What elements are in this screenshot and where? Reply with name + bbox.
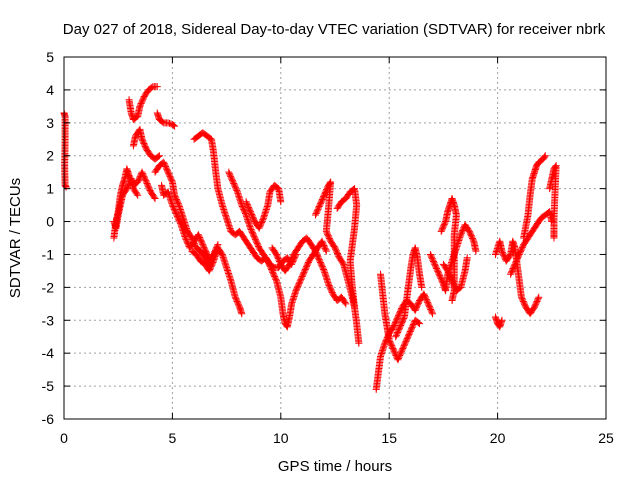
data-point — [541, 152, 549, 160]
data-point — [342, 300, 350, 308]
data-point — [151, 195, 159, 203]
y-tick-label: 1 — [46, 181, 54, 197]
y-tick-label: 5 — [46, 49, 54, 65]
series-t16 — [377, 270, 424, 364]
series-t9 — [188, 244, 246, 318]
data-point — [414, 319, 422, 327]
y-tick-label: -2 — [42, 279, 55, 295]
data-point — [355, 339, 363, 347]
series-t11 — [242, 181, 285, 232]
series-t25 — [546, 162, 560, 242]
data-point — [164, 119, 172, 127]
data-point — [272, 275, 280, 283]
data-point — [176, 219, 184, 227]
ticks-layer: 0 5 10 15 20 25 -6 -5 -4 -3 -2 -1 0 1 2 3 4 5 — [42, 49, 614, 446]
x-tick-label: 0 — [60, 430, 68, 446]
series-t19 — [437, 195, 460, 305]
data-point — [341, 299, 349, 307]
data-point — [155, 152, 163, 160]
plot-border — [63, 56, 607, 420]
data-point — [277, 198, 285, 206]
data-point — [171, 122, 179, 130]
series-t14 — [333, 185, 363, 347]
series-t7 — [158, 181, 220, 265]
y-tick-label: -4 — [42, 345, 55, 361]
y-tick-label: 2 — [46, 148, 54, 164]
x-axis-title: GPS time / hours — [278, 458, 392, 475]
points-layer — [60, 83, 560, 393]
data-point — [154, 153, 162, 161]
y-tick-label: 0 — [46, 214, 54, 230]
series-t24 — [520, 152, 549, 242]
series-t4 — [129, 125, 163, 163]
series-t23 — [507, 208, 556, 278]
chart-title: Day 027 of 2018, Sidereal Day-to-day VTE… — [63, 21, 606, 38]
y-tick-label: -5 — [42, 378, 55, 394]
data-point — [322, 247, 330, 255]
data-point — [322, 246, 330, 254]
y-tick-label: -3 — [42, 312, 55, 328]
x-tick-label: 15 — [381, 430, 397, 446]
data-point — [61, 181, 69, 189]
data-point — [429, 310, 437, 318]
series-t20 — [439, 254, 471, 295]
y-tick-label: 3 — [46, 115, 54, 131]
data-point — [166, 119, 174, 127]
series-t21 — [491, 313, 506, 331]
data-point — [498, 316, 506, 324]
x-tick-label: 20 — [490, 430, 506, 446]
data-point — [472, 247, 480, 255]
data-point — [238, 310, 246, 318]
series-t3 — [125, 83, 161, 124]
data-point — [150, 193, 158, 201]
data-point — [169, 121, 177, 129]
series-t5 — [153, 109, 179, 130]
data-point — [209, 258, 217, 266]
data-point — [133, 190, 141, 198]
series-t12 — [268, 234, 350, 308]
y-tick-label: -1 — [42, 246, 55, 262]
data-point — [463, 254, 471, 262]
series-t2 — [110, 175, 142, 232]
series-t6 — [151, 158, 222, 268]
data-point — [535, 293, 543, 301]
data-point — [259, 216, 267, 224]
data-point — [134, 191, 142, 199]
x-tick-label: 25 — [598, 430, 614, 446]
series-t17 — [392, 244, 426, 341]
data-point — [418, 283, 426, 291]
y-tick-label: -6 — [42, 411, 55, 427]
x-tick-label: 5 — [169, 430, 177, 446]
data-point — [416, 320, 424, 328]
data-point — [541, 153, 549, 161]
data-point — [174, 200, 182, 208]
data-point — [153, 83, 161, 91]
data-point — [448, 297, 456, 305]
series-t0 — [60, 109, 70, 191]
data-point — [233, 187, 241, 195]
series-t22 — [491, 237, 543, 318]
data-point — [534, 295, 542, 303]
data-point — [550, 234, 558, 242]
data-point — [428, 308, 436, 316]
y-axis-title: SDTVAR / TECUs — [7, 178, 24, 298]
data-point — [168, 177, 176, 185]
data-point — [400, 314, 408, 322]
y-tick-label: 4 — [46, 82, 54, 98]
data-point — [320, 265, 328, 273]
series-t10 — [225, 168, 330, 331]
x-tick-label: 10 — [273, 430, 289, 446]
